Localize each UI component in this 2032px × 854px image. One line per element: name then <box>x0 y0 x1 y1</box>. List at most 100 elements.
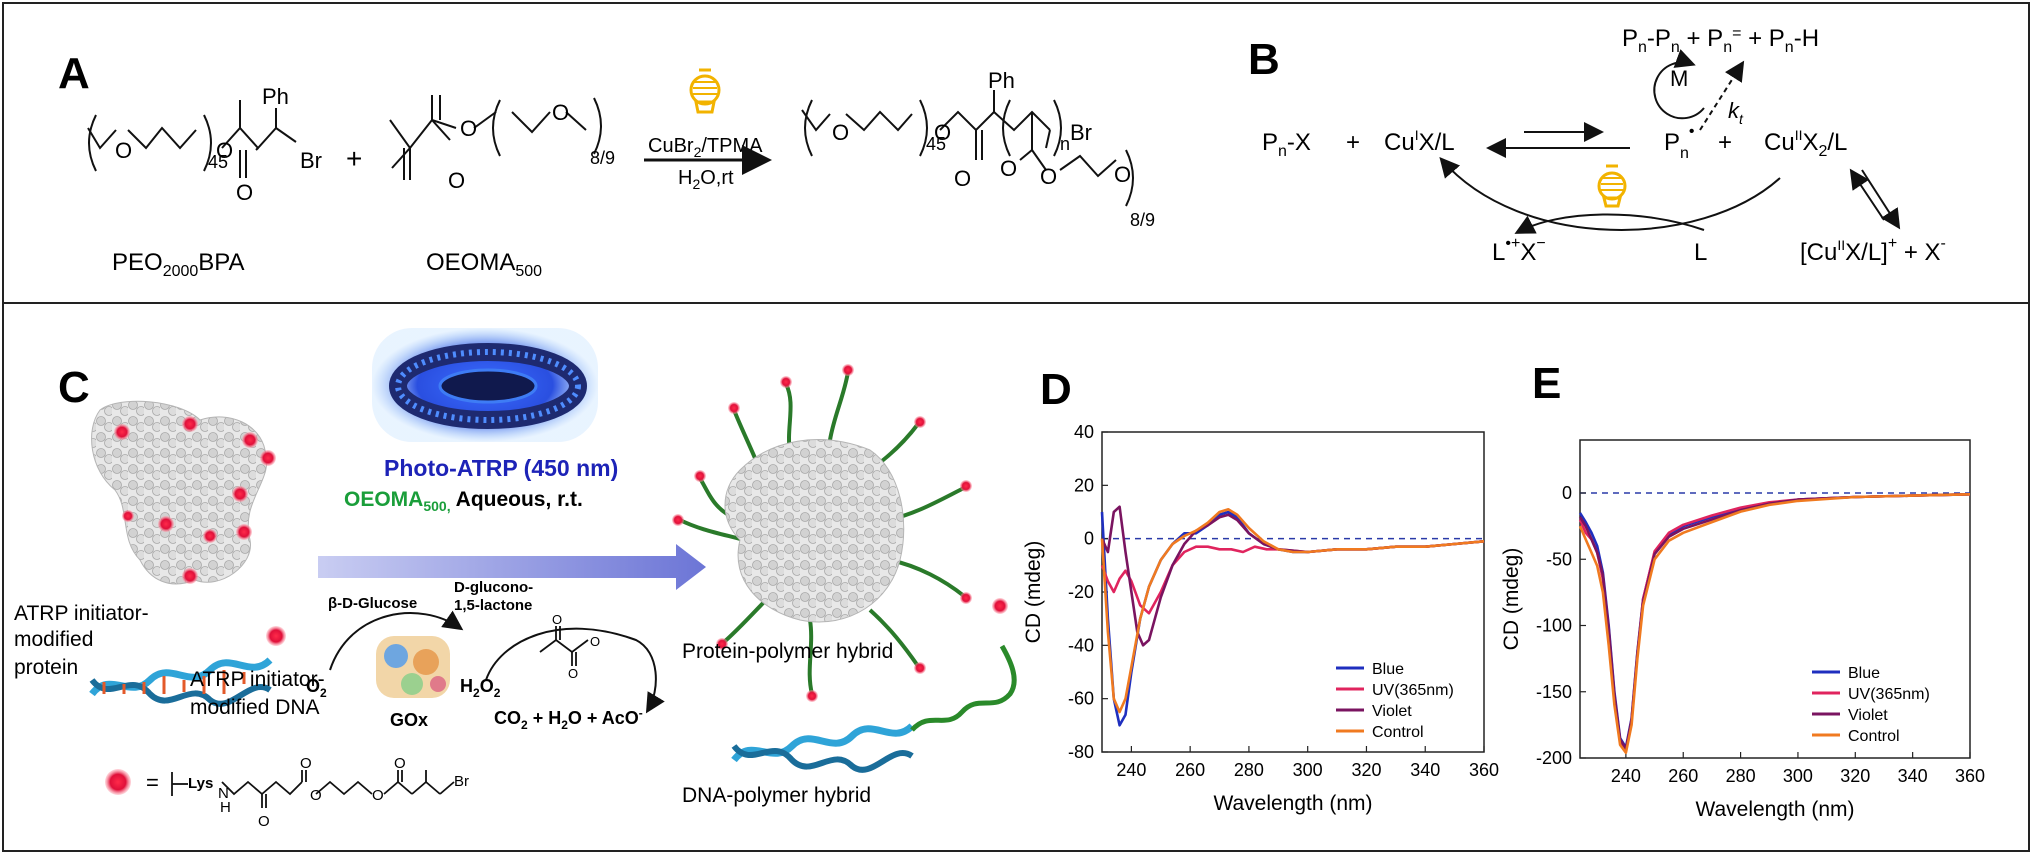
dna-polymer-hybrid-image <box>731 598 1017 773</box>
o-product-side-carbonyl: O <box>1000 156 1017 181</box>
x-tick-label: 240 <box>1116 760 1146 780</box>
eq-arrow-up <box>1849 168 1885 221</box>
o-init-1: O <box>258 813 270 830</box>
x-tick-label: 260 <box>1668 766 1698 786</box>
initiator-dot <box>122 510 134 522</box>
o-init-3: O <box>372 787 384 804</box>
n45-label: 45 <box>208 152 228 172</box>
br-product: Br <box>1070 120 1092 145</box>
pnx: Pn-X <box>1262 129 1311 160</box>
initiator-dot <box>182 416 198 432</box>
conditions-c: OEOMA500, Aqueous, r.t. <box>344 488 583 514</box>
y-tick-label: -150 <box>1536 682 1572 702</box>
x-tick-label: 360 <box>1469 760 1499 780</box>
conditions-top: CuBr2/TPMA <box>648 135 763 160</box>
o-init-4: O <box>310 787 322 804</box>
y-tick-label: 40 <box>1074 422 1094 442</box>
x-axis-label: Wavelength (nm) <box>1213 792 1372 815</box>
y-tick-label: -80 <box>1068 742 1094 762</box>
initiator-legend-dot <box>105 769 131 795</box>
panel-e-label: E <box>1532 359 1561 408</box>
dna-initiator-dot <box>266 626 286 646</box>
o-init-2: O <box>300 755 312 772</box>
panel-c-label: C <box>58 363 90 412</box>
x-tick-label: 300 <box>1783 766 1813 786</box>
n89-product: 8/9 <box>1130 210 1155 230</box>
x-axis-label: Wavelength (nm) <box>1695 798 1854 821</box>
ligand-l: L <box>1694 239 1707 266</box>
initiator-dot <box>158 516 174 532</box>
panel-b: B Pn-X + CuIX/L Pn• + CuIIX2/L Pn-Pn + P… <box>1248 25 1946 266</box>
ph-product: Ph <box>988 68 1015 93</box>
reactant1-name: PEO2000BPA <box>112 249 245 280</box>
o-product-ester: O <box>934 120 951 145</box>
legend-equals: = <box>146 770 159 795</box>
panel-c: C ATRP initiator- modified protein <box>14 328 1017 830</box>
cascade-arrow-2 <box>485 627 665 714</box>
chain-end-dot <box>806 690 818 702</box>
blue-led-strip-image <box>372 328 598 442</box>
legend-entry: Violet <box>1372 703 1412 720</box>
x-tick-label: 320 <box>1351 760 1381 780</box>
gluconolactone-label-1: D-glucono- <box>454 579 533 596</box>
o-init-5: O <box>394 755 406 772</box>
x-tick-label: 340 <box>1898 766 1928 786</box>
y-tick-label: -60 <box>1068 689 1094 709</box>
initiator-protein-label-3: protein <box>14 656 78 679</box>
dna-hybrid-label: DNA-polymer hybrid <box>682 784 871 807</box>
series-line-control <box>1100 508 1485 714</box>
x-tick-label: 300 <box>1293 760 1323 780</box>
n-product: n <box>1060 134 1070 154</box>
initiator-protein-image <box>91 400 276 585</box>
termination-products: Pn-Pn + Pn= + Pn-H <box>1622 25 1819 56</box>
h2o2-label: H2O2 <box>460 676 501 700</box>
cascade-arrow-1 <box>329 610 464 671</box>
plot-frame <box>1579 439 1971 759</box>
light-bulb-icon <box>689 68 721 114</box>
x-tick-label: 360 <box>1955 766 1985 786</box>
conditions-bottom: H2O,rt <box>678 167 734 192</box>
o-oeoma-carbonyl: O <box>448 168 465 193</box>
initiator-dot <box>182 568 198 584</box>
termination-arrow <box>1699 60 1745 131</box>
legend-entry: Blue <box>1848 665 1880 682</box>
legend-entry: UV(365nm) <box>1848 686 1930 703</box>
x-tick-label: 280 <box>1726 766 1756 786</box>
gox-label: GOx <box>390 710 428 730</box>
initiator-dna-label-2: modified DNA <box>190 696 320 719</box>
legend-entry: Control <box>1372 724 1424 741</box>
y-tick-label: -50 <box>1546 549 1572 569</box>
light-bulb-icon-b <box>1597 164 1627 208</box>
oeoma-structure <box>389 95 602 180</box>
main-reaction-arrow <box>318 544 706 590</box>
protein-polymer-hybrid-image <box>672 364 972 702</box>
glucose-label: β-D-Glucose <box>328 595 417 612</box>
bottom-frame <box>2 302 2030 852</box>
x-tick-label: 240 <box>1611 766 1641 786</box>
legend-entry: Control <box>1848 728 1900 745</box>
o-pyruvate-1: O <box>552 612 562 627</box>
cascade-products: CO2 + H2O + AcO- <box>494 706 643 732</box>
o-product-side-ester: O <box>1040 164 1057 189</box>
photo-atrp-label: Photo-ATRP (450 nm) <box>384 455 618 481</box>
chain-end-dot <box>716 638 728 650</box>
product-structure <box>801 90 1134 207</box>
x-tick-label: 320 <box>1840 766 1870 786</box>
panel-a-label: A <box>58 49 90 98</box>
plus-b2: + <box>1718 129 1732 156</box>
o-oeoma-ester: O <box>460 116 477 141</box>
legend-entry: Blue <box>1372 661 1404 678</box>
chain-end-dot <box>914 662 926 674</box>
y-tick-label: -100 <box>1536 616 1572 636</box>
chain-end-dot <box>842 364 854 376</box>
ph-label: Ph <box>262 84 289 109</box>
o-carbonyl: O <box>236 180 253 205</box>
series-line-violet <box>1100 505 1485 647</box>
x-tick-label: 260 <box>1175 760 1205 780</box>
eq-arrow-down <box>1861 169 1901 230</box>
o-product-side-ether: O <box>1114 162 1131 187</box>
series-line-control <box>1578 493 1971 754</box>
o-oeoma-ether: O <box>552 100 569 125</box>
chart-e: 240 260 280 300 320 340 360 0 -50 -100 -150 -200 Wav… <box>1500 439 1985 821</box>
